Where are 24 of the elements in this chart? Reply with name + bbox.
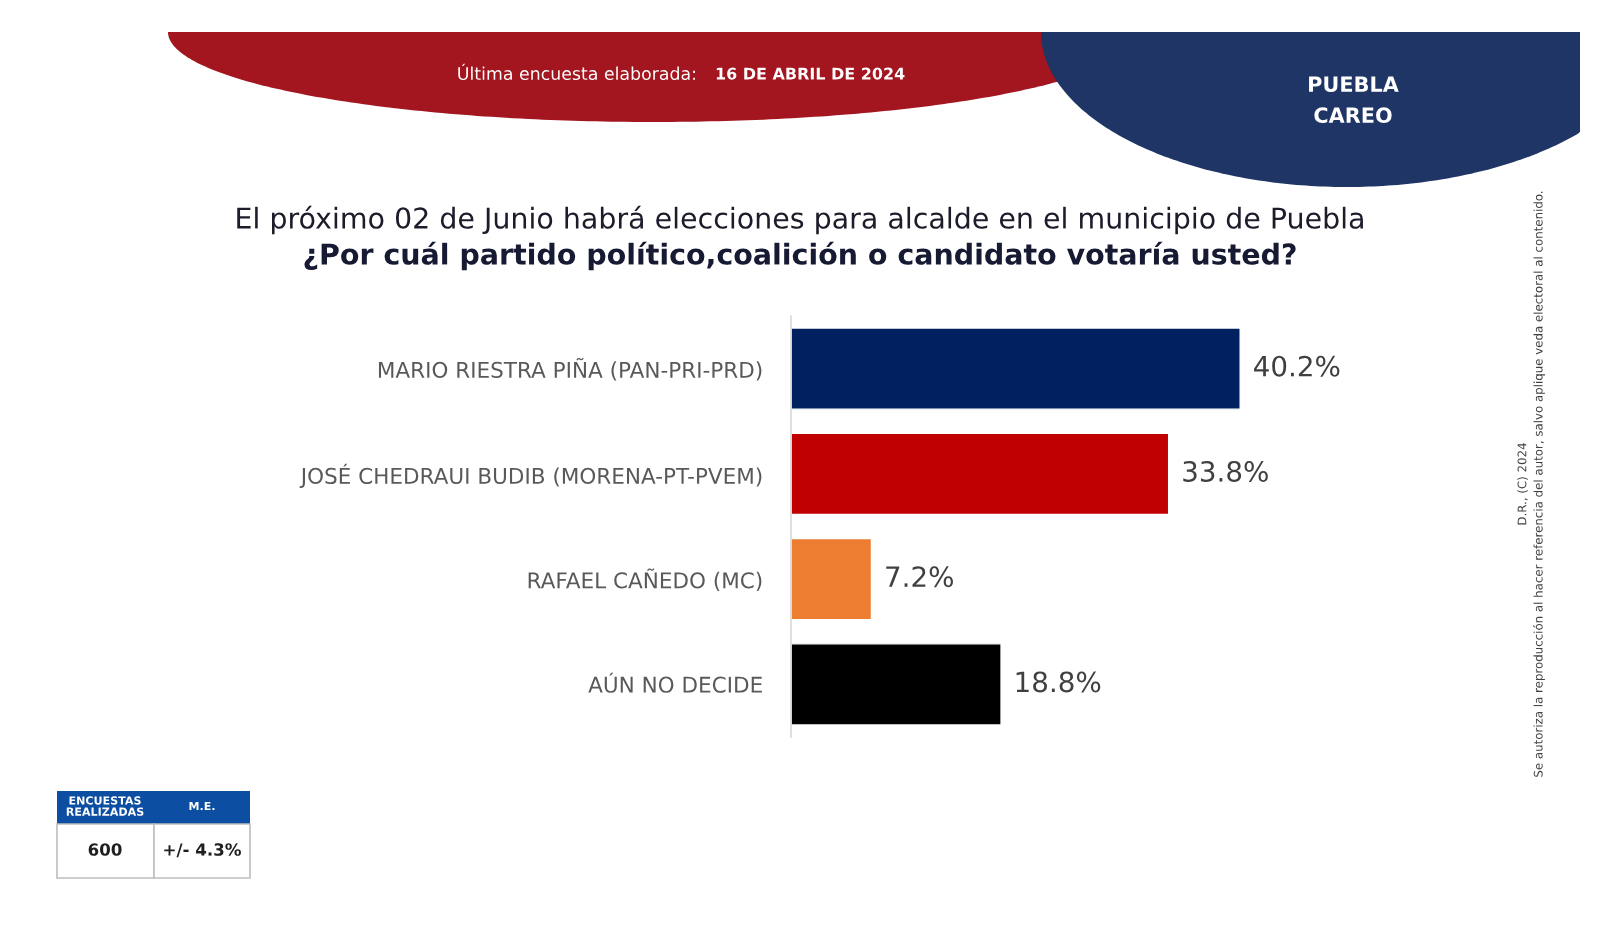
text: 600	[88, 843, 122, 856]
text: D.R., (C) 2024	[1517, 443, 1528, 525]
data-label: 18.8%	[1016, 671, 1101, 693]
y-tick-label: RAFAEL CAÑEDO (MC)	[528, 568, 762, 592]
text: +/- 4.3%	[164, 843, 241, 858]
y-tick-label: MARIO RIESTRA PIÑA (PAN-PRI-PRD)	[378, 357, 762, 381]
bar	[791, 643, 1002, 726]
y-tick-label: AÚN NO DECIDE	[588, 672, 762, 693]
text: Se autoriza la reproducción al hacer referencia del autor, salvo aplique veda electoral al contenido.	[1533, 191, 1545, 777]
data-label: 40.2%	[1254, 355, 1340, 377]
bar	[791, 537, 873, 621]
data-label: 33.8%	[1183, 460, 1268, 482]
bar	[791, 327, 1241, 410]
text: CAREO	[1314, 107, 1392, 124]
chart-subtitle: ¿Por cuál partido político,coalición o candidato votaría usted?	[304, 241, 1296, 271]
data-label: 7.2%	[886, 566, 953, 588]
text: PUEBLA	[1309, 76, 1399, 93]
y-tick-label: JOSÉ CHEDRAUI BUDIB (MORENA-PT-PVEM)	[299, 463, 762, 489]
text: Última encuesta elaborada:	[458, 63, 695, 81]
bar	[791, 432, 1170, 516]
text: ENCUESTAS REALIZADAS	[66, 796, 144, 816]
chart-title: El próximo 02 de Junio habrá elecciones para alcalde en el municipio de Puebla	[237, 205, 1363, 235]
text: 16 DE ABRIL DE 2024	[716, 67, 905, 80]
text: M.E.	[189, 801, 215, 811]
